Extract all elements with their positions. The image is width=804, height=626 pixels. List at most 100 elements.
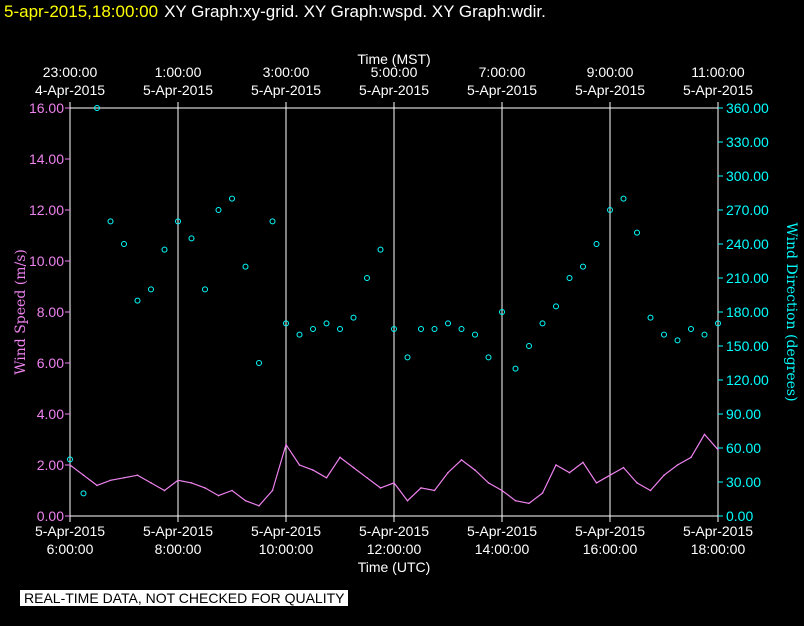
wind-speed-point <box>703 433 706 436</box>
wind-speed-point <box>325 476 328 479</box>
wind-speed-point <box>82 474 85 477</box>
top-tick-label-time: 5:00:00 <box>371 64 418 80</box>
wind-direction-point <box>499 309 505 315</box>
wind-direction-point <box>458 326 465 332</box>
wind-speed-point <box>717 448 719 451</box>
wind-direction-point <box>526 343 532 349</box>
top-axis-title: Time (MST) <box>357 51 430 67</box>
wind-speed-point <box>514 499 517 502</box>
wind-direction-point <box>634 229 640 236</box>
wind-direction-point <box>175 218 181 225</box>
wind-speed-point <box>150 482 152 484</box>
wind-direction-point <box>148 286 154 293</box>
wind-speed-point <box>244 499 247 502</box>
wind-speed-point <box>690 456 692 459</box>
left-y-tick-label: 10.00 <box>29 253 64 269</box>
wind-direction-point <box>229 195 235 202</box>
wind-direction-point <box>715 320 721 327</box>
right-y-tick-label: 120.00 <box>726 372 769 388</box>
wind-speed-point <box>204 487 206 489</box>
wind-speed-point <box>393 482 395 484</box>
right-y-tick-label: 210.00 <box>726 270 769 286</box>
right-y-tick-label: 270.00 <box>726 202 769 218</box>
wind-direction-point <box>688 326 694 332</box>
top-tick-label-time: 23:00:00 <box>43 64 98 80</box>
wind-direction-point <box>404 354 411 361</box>
wind-direction-point <box>256 360 262 366</box>
wind-speed-point <box>177 479 179 482</box>
wind-direction-point <box>512 365 519 372</box>
wind-speed-point <box>636 482 638 484</box>
wind-speed-point <box>622 466 625 469</box>
timestamp: 5-apr-2015,18:00:00 <box>4 2 159 21</box>
wind-speed-point <box>487 482 490 484</box>
right-y-tick-label: 360.00 <box>726 100 769 116</box>
left-y-tick-label: 8.00 <box>37 304 64 320</box>
wind-speed-point <box>231 489 233 492</box>
wind-direction-point <box>445 320 451 327</box>
top-tick-label-date: 5-Apr-2015 <box>359 82 429 98</box>
x-tick-label-time: 12:00:00 <box>367 541 422 557</box>
wind-speed-point <box>447 471 449 474</box>
wind-direction-point <box>107 218 114 225</box>
wind-speed-point <box>190 482 193 484</box>
wind-speed-point <box>379 487 382 489</box>
wind-direction-point <box>607 207 613 213</box>
right-y-tick-label: 150.00 <box>726 338 769 354</box>
wind-direction-point <box>431 326 438 332</box>
wind-speed-point <box>271 489 274 492</box>
wind-direction-point <box>701 331 708 338</box>
wind-speed-point <box>217 494 220 497</box>
right-axis-label: Wind Direction (degrees) <box>783 222 799 401</box>
top-tick-label-time: 3:00:00 <box>263 64 310 80</box>
wind-direction-point <box>620 195 627 202</box>
top-tick-label-date: 5-Apr-2015 <box>467 82 537 98</box>
wind-speed-point <box>109 479 112 482</box>
wind-direction-point <box>80 490 87 497</box>
wind-speed-point <box>649 489 652 492</box>
wind-speed-point <box>285 443 287 446</box>
left-y-tick-label: 14.00 <box>29 151 64 167</box>
wind-speed-point <box>339 456 341 459</box>
wind-speed-point <box>312 469 314 471</box>
wind-direction-point <box>593 241 600 247</box>
wind-speed-point <box>528 502 530 505</box>
top-tick-label-time: 11:00:00 <box>691 64 745 80</box>
wind-direction-point <box>161 246 168 253</box>
bottom-axis-title: Time (UTC) <box>358 559 431 575</box>
wind-direction-point <box>566 275 573 281</box>
wind-direction-point <box>580 263 586 270</box>
quality-notice: REAL-TIME DATA, NOT CHECKED FOR QUALITY <box>20 590 349 606</box>
wind-direction-point <box>188 235 195 242</box>
right-y-tick-label: 180.00 <box>726 304 769 320</box>
wind-speed-point <box>163 489 166 492</box>
wind-speed-point <box>298 464 301 466</box>
wind-direction-point <box>269 218 276 225</box>
wind-direction-point <box>134 297 141 304</box>
wind-speed-point <box>352 466 355 469</box>
right-y-tick-label: 60.00 <box>726 440 761 456</box>
wind-direction-point <box>323 320 330 327</box>
x-tick-label-date: 5-Apr-2015 <box>251 523 321 539</box>
left-y-tick-label: 2.00 <box>37 457 64 473</box>
wind-speed-point <box>663 474 665 477</box>
x-tick-label-time: 6:00:00 <box>47 541 94 557</box>
wind-direction-point <box>121 241 127 247</box>
right-y-tick-label: 0.00 <box>726 508 753 524</box>
wind-speed-point <box>541 492 544 494</box>
wind-direction-point <box>674 337 681 344</box>
wind-speed-point <box>433 489 436 492</box>
graph-header: 5-apr-2015,18:00:00 XY Graph:xy-grid. XY … <box>4 2 546 22</box>
top-tick-label-time: 7:00:00 <box>479 64 526 80</box>
wind-direction-point <box>94 105 100 111</box>
top-tick-label-date: 5-Apr-2015 <box>683 82 753 98</box>
wind-speed-point <box>366 476 368 479</box>
left-y-tick-label: 4.00 <box>37 406 64 422</box>
wind-direction-point <box>242 263 249 270</box>
right-y-tick-label: 330.00 <box>726 134 769 150</box>
wind-direction-point <box>539 320 546 327</box>
x-tick-label-date: 5-Apr-2015 <box>683 523 753 539</box>
top-tick-label-date: 5-Apr-2015 <box>251 82 321 98</box>
x-tick-label-date: 5-Apr-2015 <box>143 523 213 539</box>
